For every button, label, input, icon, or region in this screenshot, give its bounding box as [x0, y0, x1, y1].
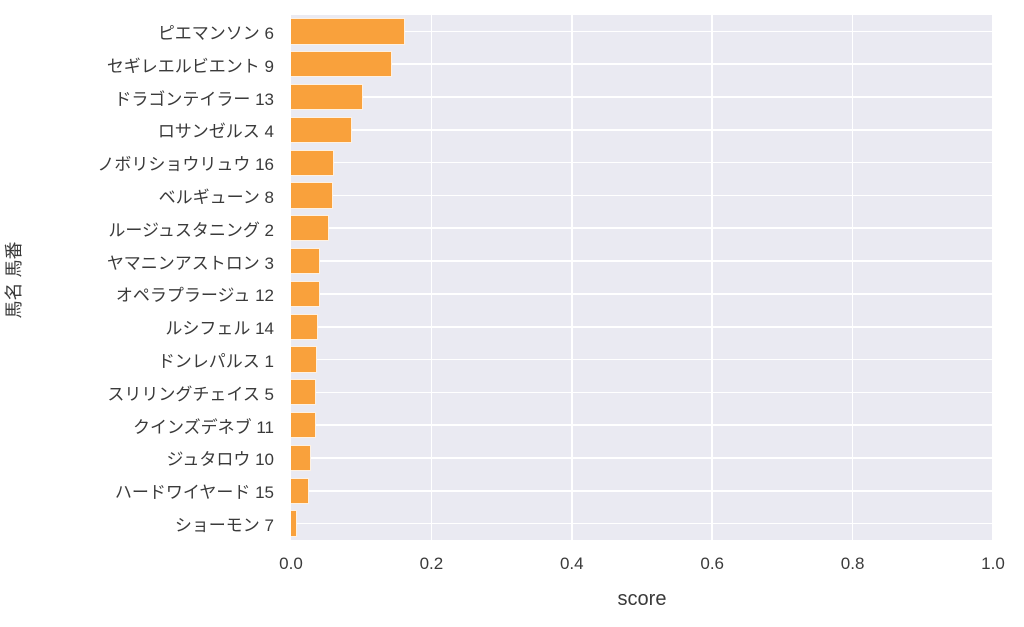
y-tick-label: ルージュスタニング 2: [108, 220, 274, 240]
y-tick-labels: ピエマンソン 6 セギレエルビエント 9 ドラゴンテイラー 13 ロサンゼルス 4 ノボ…: [0, 15, 283, 540]
y-tick-label: スリリングチェイス 5: [107, 384, 274, 404]
y-tick-label: ドラゴンテイラー 13: [114, 89, 274, 109]
y-tick-label: ハードワイヤード 15: [114, 483, 274, 503]
horizontal-gridline: [291, 325, 993, 328]
bar: [291, 247, 321, 275]
horizontal-gridline: [291, 227, 993, 230]
x-axis-label: score: [617, 588, 667, 610]
x-tick-label: 1.0: [981, 554, 1005, 573]
horizontal-gridline: [291, 161, 993, 164]
x-tick-label: 0.4: [559, 554, 584, 573]
x-tick-label: 0.6: [700, 554, 725, 573]
bar: [291, 83, 364, 111]
bar: [291, 346, 317, 373]
y-tick-label: オペラプラージュ 12: [115, 286, 274, 306]
x-tick-label: 0.0: [279, 554, 303, 573]
y-tick-label: ベルギューン 8: [158, 187, 274, 207]
y-tick-label: ヤマニンアストロン 3: [106, 253, 274, 273]
y-tick-label: ジュタロウ 10: [166, 450, 274, 470]
x-tick-label: 0.8: [840, 554, 865, 573]
bar: [291, 215, 329, 242]
vertical-gridline: [711, 15, 713, 540]
bar: [291, 18, 405, 45]
vertical-gridline: [992, 15, 994, 540]
horizontal-gridline: [291, 293, 993, 295]
horizontal-gridline: [291, 260, 993, 262]
horizontal-gridline: [291, 358, 993, 361]
horizontal-gridline: [291, 457, 993, 459]
y-tick-label: ロサンゼルス 4: [157, 122, 274, 142]
horizontal-gridline: [291, 30, 993, 33]
y-tick-label: ショーモン 7: [174, 516, 274, 536]
horizontal-gridline: [291, 424, 993, 426]
bar: [291, 313, 318, 340]
y-tick-label: セギレエルビエント 9: [106, 56, 274, 76]
bar: [291, 116, 353, 143]
y-tick-label: クインズデネブ 11: [132, 417, 274, 437]
x-tick-label: 0.2: [419, 554, 444, 573]
bar: [291, 280, 321, 308]
bar: [291, 379, 317, 406]
bar: [291, 149, 334, 176]
x-tick-labels: 0.0 0.2 0.4 0.6 0.8 1.0: [0, 554, 1024, 578]
horizontal-gridline: [291, 96, 993, 98]
vertical-gridline: [430, 15, 433, 540]
y-tick-label: ピエマンソン 6: [157, 23, 274, 43]
horizontal-gridline: [291, 63, 993, 65]
bar: [291, 510, 298, 537]
horizontal-gridline: [291, 194, 993, 197]
plot-area: [291, 15, 994, 540]
bar: [291, 477, 310, 504]
y-tick-label: ドンレパルス 1: [157, 352, 274, 372]
bar: [291, 182, 334, 209]
y-tick-label: ノボリショウリュウ 16: [97, 155, 274, 175]
vertical-gridline: [851, 15, 854, 540]
horizontal-gridline: [291, 391, 993, 394]
bar: [291, 51, 393, 78]
horizontal-gridline: [291, 129, 993, 131]
vertical-gridline: [571, 15, 573, 540]
bar: [291, 444, 312, 472]
bar: [291, 412, 317, 439]
y-tick-label: ルシフェル 14: [165, 319, 274, 339]
horizontal-gridline: [291, 522, 993, 525]
horizontal-gridline: [291, 489, 993, 492]
